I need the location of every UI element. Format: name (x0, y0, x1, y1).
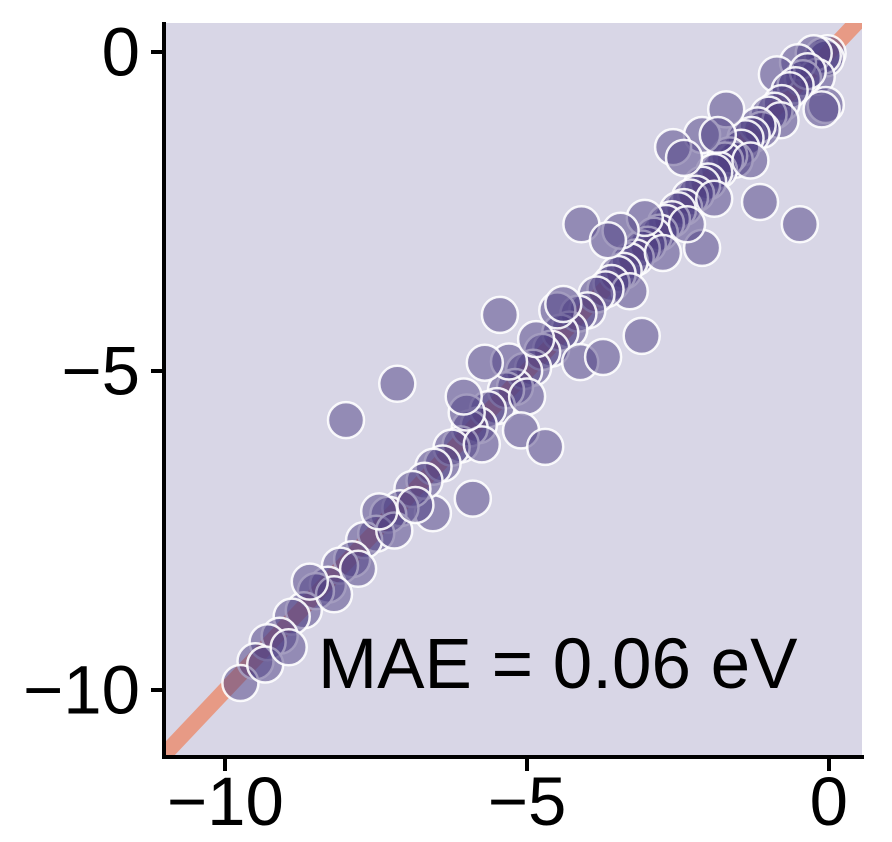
data-point (516, 319, 556, 359)
data-point (698, 115, 738, 155)
y-tick-mark (151, 50, 165, 55)
data-point (444, 377, 483, 416)
data-point (544, 284, 583, 324)
data-point (622, 316, 661, 356)
data-point (378, 364, 417, 404)
data-point (740, 182, 780, 222)
y-axis-spine (162, 22, 166, 759)
data-point (643, 233, 683, 273)
scatter-canvas (165, 23, 862, 757)
data-point (525, 427, 565, 467)
data-point (694, 179, 734, 219)
y-tick-label-zero: 0 (101, 13, 140, 91)
y-tick-label-neg10: −10 (22, 651, 140, 729)
y-tick-mark (151, 688, 165, 692)
x-tick-mark (525, 757, 530, 771)
data-point (359, 492, 399, 531)
data-point (802, 90, 841, 129)
mae-annotation: MAE = 0.06 eV (318, 625, 798, 704)
data-point (780, 205, 820, 244)
data-point (583, 337, 623, 377)
data-point (290, 562, 330, 601)
data-point (664, 138, 704, 178)
y-tick-mark (151, 369, 165, 374)
x-tick-mark (223, 757, 228, 771)
x-tick-label-neg5: −5 (487, 763, 567, 840)
data-point (667, 205, 707, 244)
data-point (326, 400, 366, 440)
data-point (269, 628, 308, 667)
data-point (453, 479, 493, 518)
data-point (396, 485, 435, 525)
data-point (588, 220, 628, 260)
x-tick-label-neg10: −10 (166, 763, 284, 840)
x-tick-label-zero: 0 (809, 763, 848, 840)
data-point (338, 549, 378, 589)
x-axis-spine (162, 755, 864, 759)
data-point (480, 295, 520, 335)
y-tick-label-neg5: −5 (61, 332, 140, 410)
x-tick-mark (826, 757, 831, 771)
data-point (462, 425, 502, 464)
data-point (731, 141, 770, 180)
data-point (507, 377, 547, 416)
data-point (465, 343, 505, 382)
